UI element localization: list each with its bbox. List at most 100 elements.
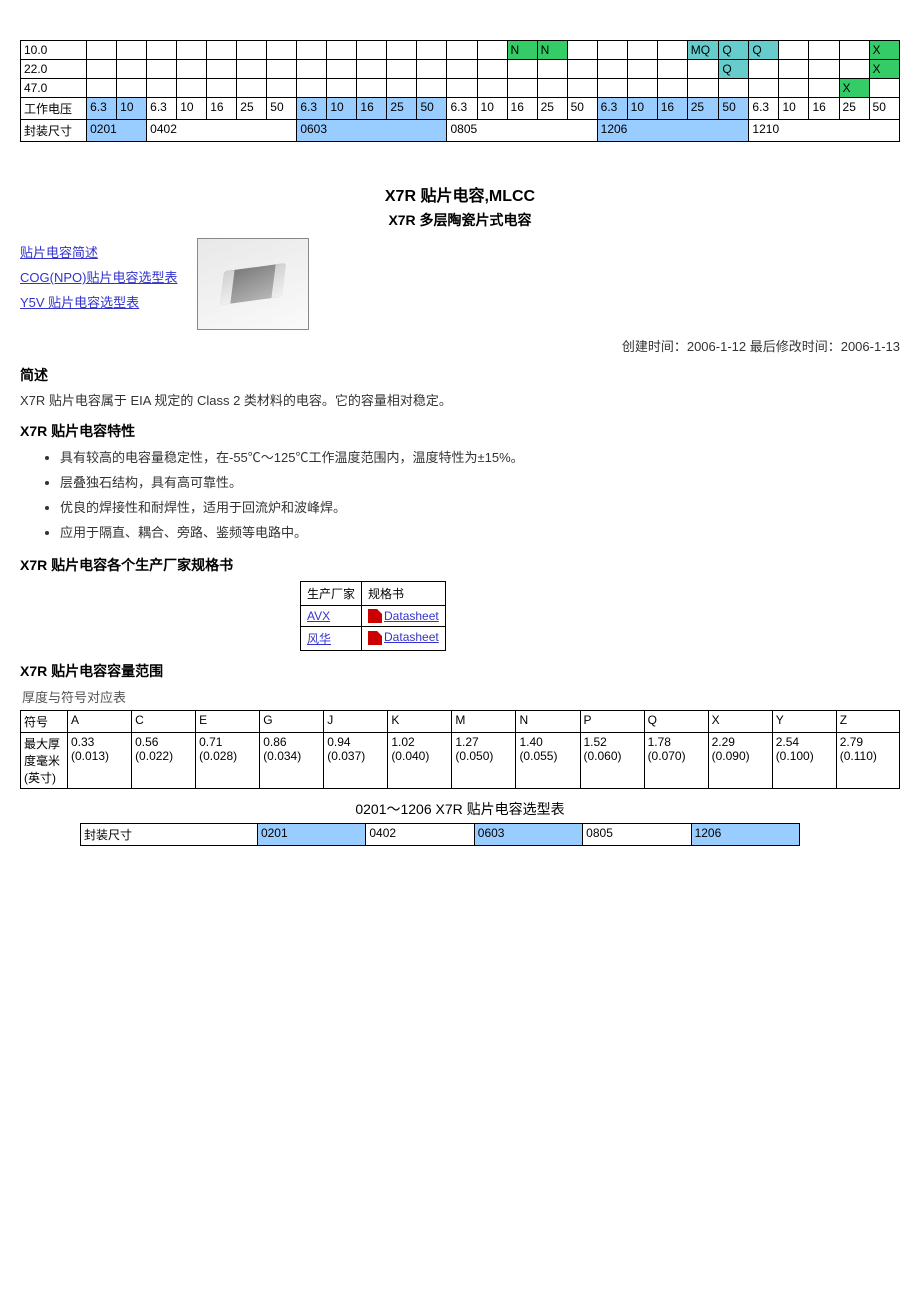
voltage-cell: 50 [417, 98, 447, 120]
cap-cell [387, 60, 417, 79]
datasheet-link[interactable]: Datasheet [384, 630, 439, 644]
cap-cell [809, 79, 839, 98]
voltage-cell: 50 [719, 98, 749, 120]
cap-cell [627, 60, 657, 79]
cap-cell [507, 60, 537, 79]
cap-cell [627, 79, 657, 98]
package-cell: 1210 [749, 120, 900, 142]
thickness-value: 0.56 (0.022) [132, 733, 196, 789]
cap-cell [477, 41, 507, 60]
ds-header: 规格书 [362, 581, 446, 605]
chip-shape-icon [220, 263, 286, 305]
ds-mfr-cell: 风华 [301, 627, 362, 651]
cap-cell [297, 79, 327, 98]
voltage-cell: 6.3 [87, 98, 117, 120]
cap-cell [357, 41, 387, 60]
cap-cell [207, 79, 237, 98]
cap-cell: Q [719, 41, 749, 60]
cap-cell [237, 60, 267, 79]
mfr-link[interactable]: AVX [307, 609, 330, 623]
cap-cell: Q [719, 60, 749, 79]
voltage-label: 工作电压 [21, 98, 87, 120]
package-cell: 0603 [297, 120, 447, 142]
sub-title: X7R 多层陶瓷片式电容 [20, 210, 900, 230]
cap-cell [177, 41, 207, 60]
related-link[interactable]: Y5V 贴片电容选型表 [20, 292, 177, 311]
datasheet-link[interactable]: Datasheet [384, 609, 439, 623]
cap-cell [749, 79, 779, 98]
cap-cell [87, 79, 117, 98]
thickness-value: 0.94 (0.037) [324, 733, 388, 789]
cap-cell [87, 41, 117, 60]
voltage-cell: 25 [237, 98, 267, 120]
thickness-value: 1.40 (0.055) [516, 733, 580, 789]
meta-dates: 创建时间：2006-1-12 最后修改时间：2006-1-13 [20, 336, 900, 355]
cap-cell [809, 41, 839, 60]
voltage-cell: 50 [567, 98, 597, 120]
cap-cell [809, 60, 839, 79]
cap-cell [749, 60, 779, 79]
cap-cell [687, 79, 719, 98]
voltage-cell: 10 [177, 98, 207, 120]
cap-cell [627, 41, 657, 60]
selection-table: 封装尺寸02010402060308051206 [80, 823, 800, 846]
cap-cell [779, 41, 809, 60]
thickness-header-label: 符号 [21, 711, 68, 733]
thickness-symbol: J [324, 711, 388, 733]
related-link[interactable]: 贴片电容简述 [20, 242, 177, 261]
cap-cell [537, 79, 567, 98]
sel-package-cell: 0201 [257, 824, 365, 846]
cap-cell [567, 79, 597, 98]
cap-cell [657, 60, 687, 79]
thickness-value: 1.78 (0.070) [644, 733, 708, 789]
selection-table-title: 0201～1206 X7R 贴片电容选型表 [20, 799, 900, 819]
thickness-symbol: C [132, 711, 196, 733]
thickness-value: 2.79 (0.110) [836, 733, 899, 789]
cap-cell [207, 60, 237, 79]
cap-cell [477, 60, 507, 79]
voltage-cell: 50 [869, 98, 899, 120]
cap-cell [417, 79, 447, 98]
thickness-symbol: Y [772, 711, 836, 733]
cap-cell [327, 41, 357, 60]
mfr-link[interactable]: 风华 [307, 632, 331, 646]
cap-cell [87, 60, 117, 79]
cap-cell [417, 60, 447, 79]
voltage-cell: 6.3 [447, 98, 477, 120]
package-cell: 1206 [597, 120, 749, 142]
links-column: 贴片电容简述 COG(NPO)贴片电容选型表 Y5V 贴片电容选型表 [20, 238, 177, 311]
thickness-value: 2.29 (0.090) [708, 733, 772, 789]
voltage-cell: 16 [657, 98, 687, 120]
voltage-cell: 6.3 [749, 98, 779, 120]
cap-cell [447, 79, 477, 98]
cap-cell [687, 60, 719, 79]
voltage-cell: 16 [357, 98, 387, 120]
package-cell: 0201 [87, 120, 147, 142]
thickness-value: 1.02 (0.040) [388, 733, 452, 789]
main-title: X7R 贴片电容,MLCC [20, 182, 900, 206]
sel-package-cell: 1206 [691, 824, 799, 846]
voltage-cell: 6.3 [297, 98, 327, 120]
cap-cell [297, 60, 327, 79]
datasheet-heading: X7R 贴片电容各个生产厂家规格书 [20, 555, 900, 575]
cap-cell [297, 41, 327, 60]
thickness-symbol: Z [836, 711, 899, 733]
cap-cell [387, 79, 417, 98]
voltage-cell: 25 [687, 98, 719, 120]
cap-cell [719, 79, 749, 98]
related-link[interactable]: COG(NPO)贴片电容选型表 [20, 267, 177, 286]
voltage-cell: 10 [117, 98, 147, 120]
package-label: 封装尺寸 [21, 120, 87, 142]
thickness-symbol: M [452, 711, 516, 733]
cap-cell [387, 41, 417, 60]
thickness-value: 0.71 (0.028) [196, 733, 260, 789]
cap-cell [839, 60, 869, 79]
cap-cell [657, 41, 687, 60]
cap-cell [567, 41, 597, 60]
feature-item: 层叠独石结构，具有高可靠性。 [60, 472, 900, 491]
voltage-cell: 16 [507, 98, 537, 120]
datasheet-table: 生产厂家规格书AVXDatasheet风华Datasheet [300, 581, 446, 652]
cap-cell [327, 60, 357, 79]
cap-cell [597, 79, 627, 98]
pdf-icon [368, 609, 382, 623]
